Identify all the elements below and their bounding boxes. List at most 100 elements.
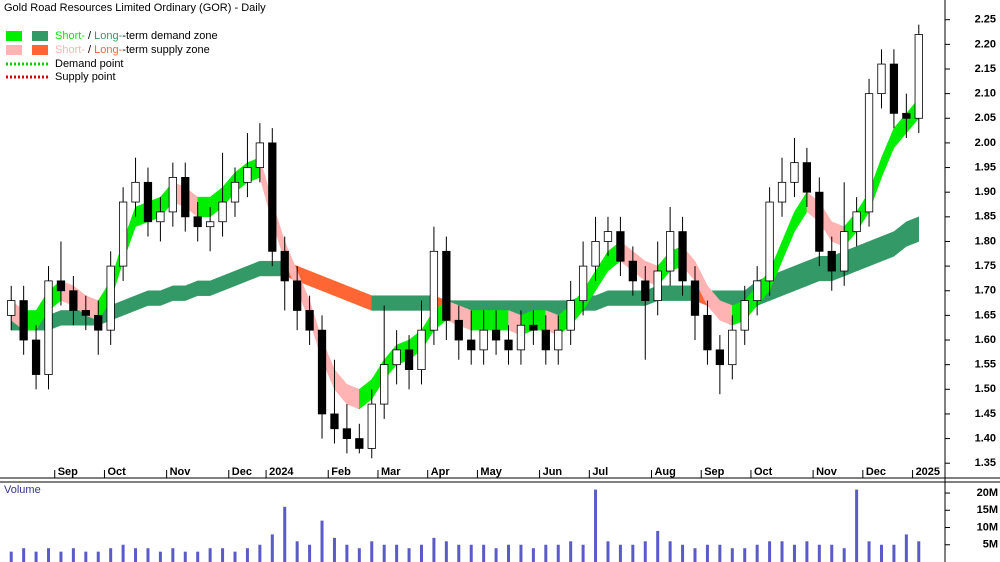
y-tick-label: 1.50 <box>975 383 996 395</box>
candle-body <box>218 201 227 223</box>
candle-body <box>504 339 513 351</box>
long-zone-segment <box>147 290 161 306</box>
candle-body <box>417 329 426 370</box>
volume-bar <box>904 534 908 562</box>
volume-bar <box>395 544 399 562</box>
volume-bar <box>879 544 883 562</box>
volume-tick-label: 5M <box>983 539 998 551</box>
legend-label: Short- / Long--term supply zone <box>55 44 210 56</box>
volume-bar <box>718 544 722 562</box>
candle-body <box>628 260 637 282</box>
y-tick-label: 1.40 <box>975 432 996 444</box>
candle-body <box>827 250 836 272</box>
candle-body <box>889 63 899 114</box>
volume-bar <box>531 548 535 562</box>
volume-bar <box>892 544 896 562</box>
long-zone-segment <box>806 255 820 287</box>
volume-bar <box>382 544 386 562</box>
candle-body <box>703 314 712 351</box>
volume-bar <box>345 544 349 562</box>
candle-body <box>330 413 339 430</box>
long-zone-segment <box>383 295 397 311</box>
candle-body <box>815 191 824 252</box>
x-tick-label: Aug <box>654 466 675 478</box>
y-tick-label: 2.15 <box>975 63 996 75</box>
volume-bar <box>47 548 51 562</box>
candle-body <box>31 339 41 375</box>
candle-body <box>554 329 563 351</box>
x-tick-label: 2024 <box>269 466 294 478</box>
x-tick-label: Sep <box>58 466 78 478</box>
y-tick-label: 1.95 <box>975 161 996 173</box>
candle-body <box>541 329 550 351</box>
volume-bar <box>755 544 759 562</box>
candle-body <box>728 329 737 366</box>
candle-body <box>429 250 439 331</box>
long-zone-segment <box>259 260 273 277</box>
candle-body <box>268 142 277 252</box>
legend-swatch <box>32 31 48 41</box>
long-zone-segment <box>669 285 683 301</box>
volume-bar <box>283 506 287 562</box>
legend-swatch <box>6 31 22 41</box>
volume-bar <box>693 548 697 562</box>
volume-tick-label: 10M <box>977 521 998 533</box>
legend-label: Demand point <box>55 58 124 70</box>
candle-body <box>802 162 812 193</box>
legend-text: -term supply zone <box>122 44 209 56</box>
legend-swatch <box>6 45 22 55</box>
volume-bar <box>507 544 511 562</box>
legend-text: Short- <box>55 44 85 56</box>
volume-tick-label: 20M <box>977 487 998 499</box>
candle-body <box>56 280 66 292</box>
candle-body <box>690 280 700 316</box>
volume-bar <box>482 544 486 562</box>
candle-body <box>118 201 128 267</box>
candle-body <box>230 181 240 203</box>
volume-bar <box>158 551 162 562</box>
candle-body <box>156 211 165 223</box>
candle-body <box>94 314 103 331</box>
volume-bar <box>855 489 859 562</box>
candle-body <box>404 349 414 370</box>
volume-bar <box>357 548 361 562</box>
volume-bar <box>171 548 175 562</box>
candle-body <box>19 300 28 341</box>
candle-body <box>529 324 538 331</box>
volume-bar <box>705 544 709 562</box>
volume-bar <box>631 544 635 562</box>
candle-body <box>840 231 849 272</box>
x-tick-label: Oct <box>754 466 773 478</box>
candle-body <box>516 324 526 351</box>
x-tick-label: Nov <box>170 466 192 478</box>
candle-body <box>467 339 476 351</box>
candle-body <box>44 280 53 375</box>
legend-swatch <box>32 45 48 55</box>
long-zone-segment <box>620 290 634 306</box>
candle-body <box>280 250 289 282</box>
y-tick-label: 1.45 <box>975 408 996 420</box>
candle-body <box>852 211 861 233</box>
candle-body <box>740 300 749 331</box>
volume-bar <box>9 551 13 562</box>
candle-body <box>641 280 650 301</box>
candles <box>7 24 923 459</box>
long-zone-segment <box>781 265 795 297</box>
candle-body <box>143 181 153 223</box>
legend-label: Supply point <box>55 71 116 83</box>
volume-bar <box>581 544 585 562</box>
y-tick-label: 1.90 <box>975 186 996 198</box>
candle-body <box>653 270 662 301</box>
volume-bar <box>196 551 200 562</box>
volume-panel <box>9 489 921 562</box>
candle-body <box>380 364 389 405</box>
volume-bar <box>245 548 249 562</box>
candle-body <box>877 63 886 95</box>
candle-body <box>454 319 463 341</box>
short-zone-segment <box>495 310 509 331</box>
long-zone-segment <box>794 260 808 292</box>
volume-bar <box>594 489 598 562</box>
long-zone-segment <box>856 241 870 272</box>
volume-bar <box>71 548 75 562</box>
y-tick-label: 2.20 <box>975 38 996 50</box>
